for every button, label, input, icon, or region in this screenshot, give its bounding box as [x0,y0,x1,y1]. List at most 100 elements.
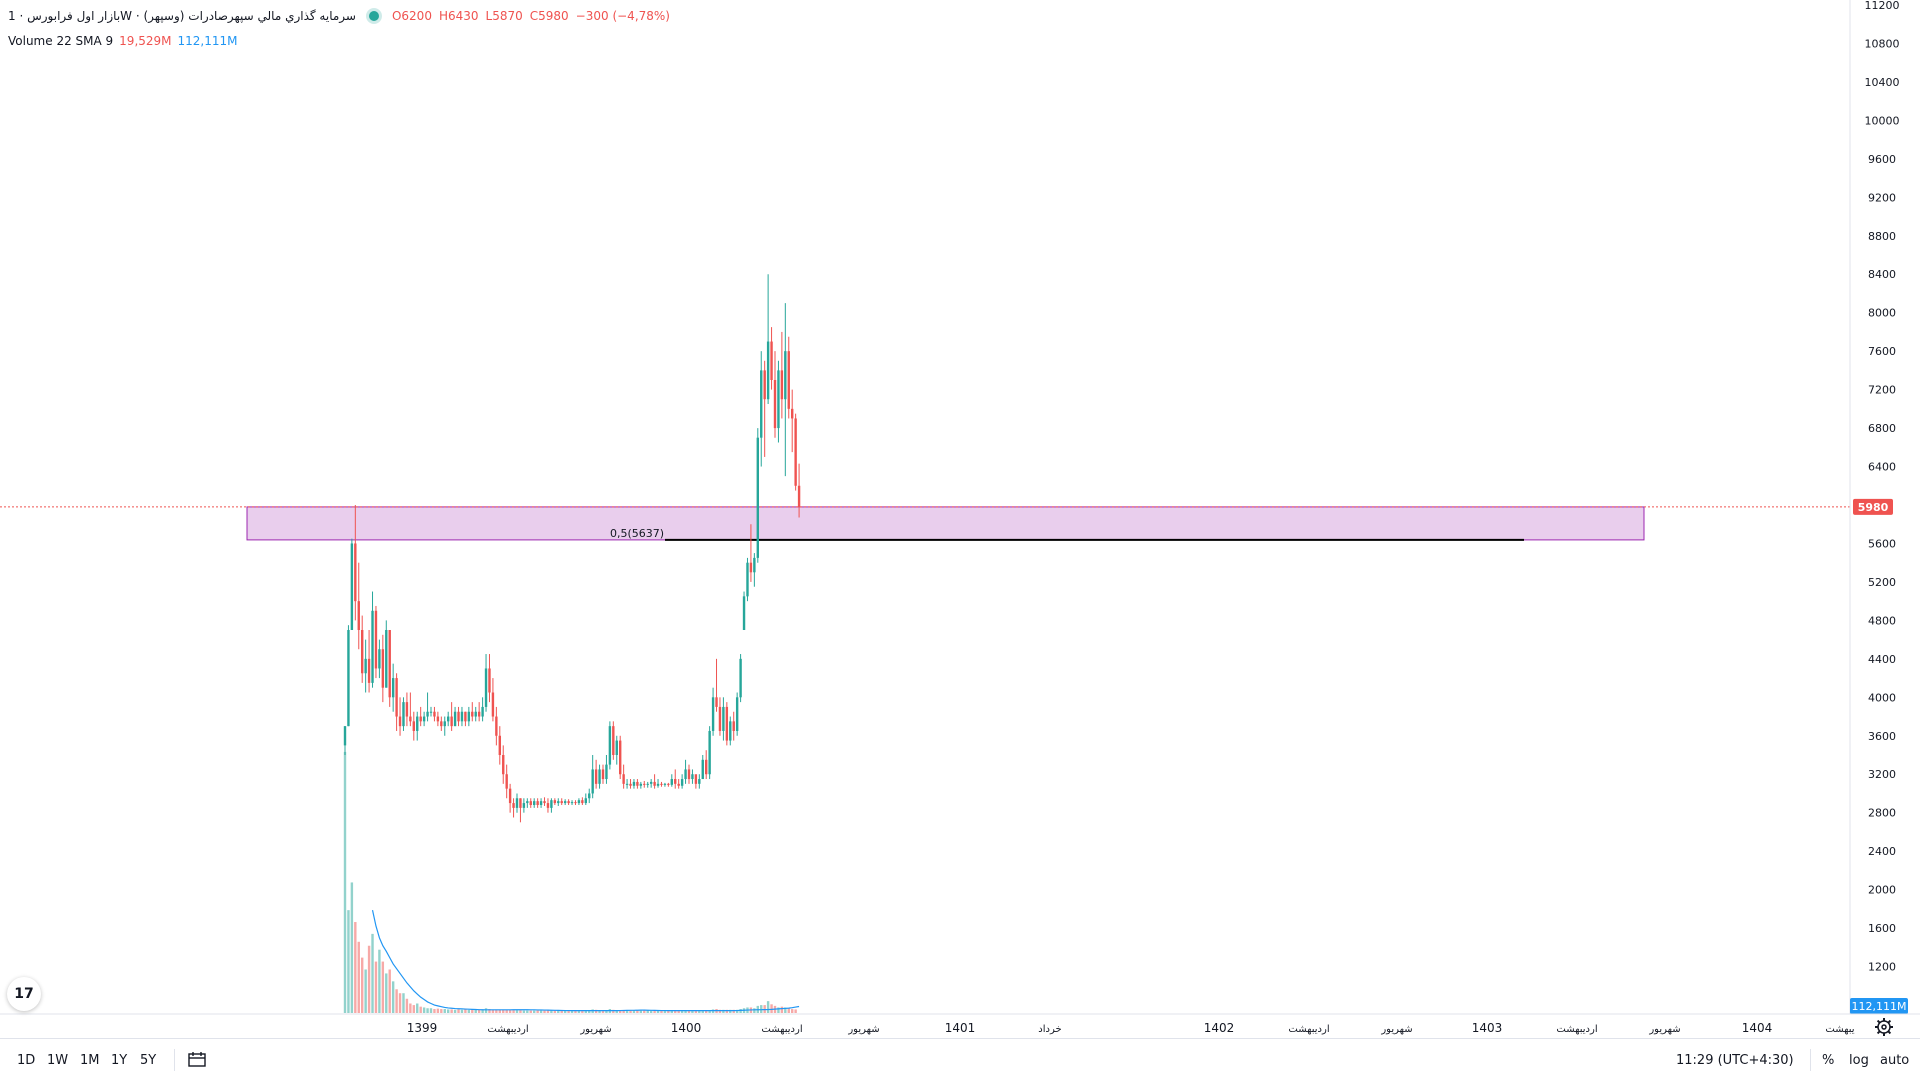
candle-body [522,803,526,808]
clock-timezone[interactable]: 11:29 (UTC+4:30) [1676,1053,1794,1068]
candle-body [632,781,636,786]
candle-body [447,716,450,722]
timeframe-1w-button[interactable]: 1W [47,1053,69,1068]
candle-body [766,341,770,400]
candle-body [780,370,784,400]
candle [605,755,608,784]
volume-bar [718,1009,722,1013]
price-tick-label: 8800 [1868,230,1896,243]
candle [357,562,360,650]
volume-bar [619,1010,622,1013]
price-axis[interactable]: 11200 10800 10400 10000 9600 9200 8800 8400 8000… [1865,0,1900,1012]
ohlc-open: O6200 [391,9,432,23]
volume-bar [570,1010,574,1013]
tradingview-logo-icon[interactable]: 17 [7,977,41,1011]
volume-bar [680,1010,684,1013]
candle [749,524,753,582]
candle-body [588,793,591,799]
volume-bar [409,1003,412,1013]
volume-bar [505,1009,508,1013]
volume-bar [502,1009,505,1013]
candle [684,759,687,784]
candle-body [505,774,508,789]
candle [653,774,656,789]
candle [677,779,680,789]
candle [705,750,708,780]
settings-gear-icon[interactable] [1875,1018,1893,1036]
sma-line-path [371,910,800,1012]
volume-bar [426,1008,429,1013]
timeframe-1y-button[interactable]: 1Y [111,1053,128,1068]
candle [680,774,684,789]
candle-body [643,783,646,785]
candle [711,687,715,736]
volume-bar [343,751,347,1013]
date-range-icon[interactable] [188,1052,206,1068]
candle [663,782,667,787]
time-tick-year: 1400 [671,1021,702,1035]
percent-scale-toggle[interactable]: % [1822,1053,1835,1068]
candle [512,798,515,818]
volume-bar [653,1010,656,1013]
candle-body [570,802,574,804]
candle [646,781,649,788]
candle [725,702,729,746]
candle-body [429,711,433,713]
candle [391,663,395,712]
candle [381,634,385,703]
candle [735,692,739,736]
candle [464,711,467,727]
candle-body [660,783,663,785]
time-axis[interactable]: 1399 اردیبهشت شهریور 1400 اردیبهشت شهریور 1401… [407,1021,1855,1035]
volume-value: 19,529M [119,34,172,48]
candle [481,697,484,722]
volume-label[interactable]: Volume 22 SMA 9 [8,34,114,48]
candle [519,798,522,823]
volume-bar [660,1010,663,1013]
candle-body [371,610,374,683]
price-tick-label: 5600 [1868,537,1896,550]
candle-body [667,783,670,785]
candle [670,774,673,787]
log-scale-toggle[interactable]: log [1849,1053,1869,1068]
candle [687,764,691,784]
support-zone-rectangle[interactable] [246,506,1645,541]
candle-body [357,601,360,630]
volume-bar [766,1001,770,1013]
time-tick-month: یبهشت [1825,1024,1854,1035]
candle [643,780,646,788]
candle [722,697,725,741]
last-price-text: 5980 [1858,501,1889,514]
volume-bar [512,1010,515,1013]
candle [543,797,546,806]
candle [371,591,374,688]
candle-body [471,711,474,717]
candle-body [457,711,460,722]
timeframe-5y-button[interactable]: 5Y [140,1053,157,1068]
candle [502,745,505,784]
candle-body [450,716,453,727]
volume-bar [526,1010,529,1013]
price-tick-label: 10000 [1865,114,1900,127]
volume-bar [508,1009,512,1013]
price-tick-label: 6800 [1868,422,1896,435]
volume-bar [477,1009,481,1013]
candle [467,706,471,727]
candle [495,706,498,746]
candle-body [701,759,704,780]
volume-badge-text: 112,111M [1852,1000,1907,1013]
auto-scale-toggle[interactable]: auto [1880,1053,1910,1068]
candle [515,793,519,813]
candle [350,538,354,630]
timeframe-1m-button[interactable]: 1M [80,1053,100,1068]
volume-bar [419,1006,422,1013]
timeframe-1d-button[interactable]: 1D [17,1053,36,1068]
candle-body [374,610,378,669]
candle [395,673,398,731]
candle [522,798,526,813]
candle [632,779,636,789]
symbol-title[interactable]: بازار اول فرابورس · 1W · سرمايه گذاري ما… [8,9,356,23]
candle-body [598,769,601,784]
candle-body [474,711,477,717]
